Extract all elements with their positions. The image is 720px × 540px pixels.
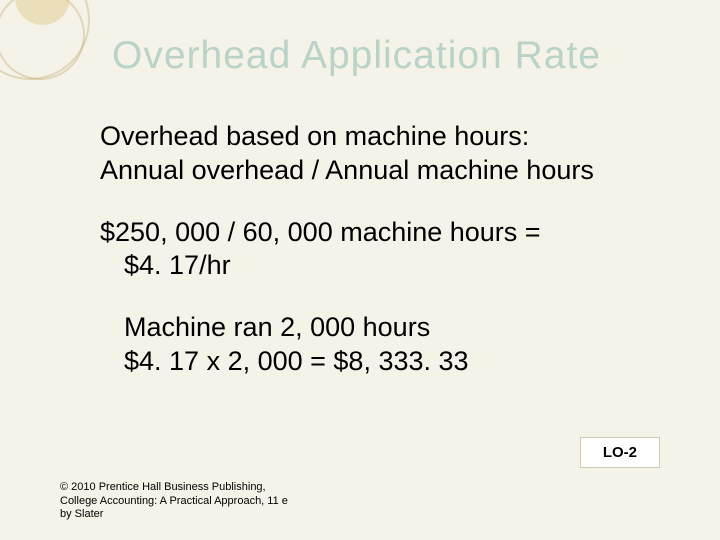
body-line-1: Overhead based on machine hours: (100, 120, 660, 154)
learning-objective-badge: LO-2 (580, 437, 660, 468)
example-line-1: Machine ran 2, 000 hours (124, 311, 660, 345)
calc-line: $250, 000 / 60, 000 machine hours =$4. 1… (100, 216, 660, 284)
slide-body: Overhead based on machine hours: Annual … (100, 120, 660, 407)
slide-title: Overhead Application Rate (112, 34, 601, 78)
corner-decoration (0, 0, 110, 90)
copyright-text: © 2010 Prentice Hall Business Publishing… (60, 481, 290, 522)
body-line-2: Annual overhead / Annual machine hours (100, 154, 660, 188)
example-line-2: $4. 17 x 2, 000 = $8, 333. 33 (124, 345, 660, 379)
